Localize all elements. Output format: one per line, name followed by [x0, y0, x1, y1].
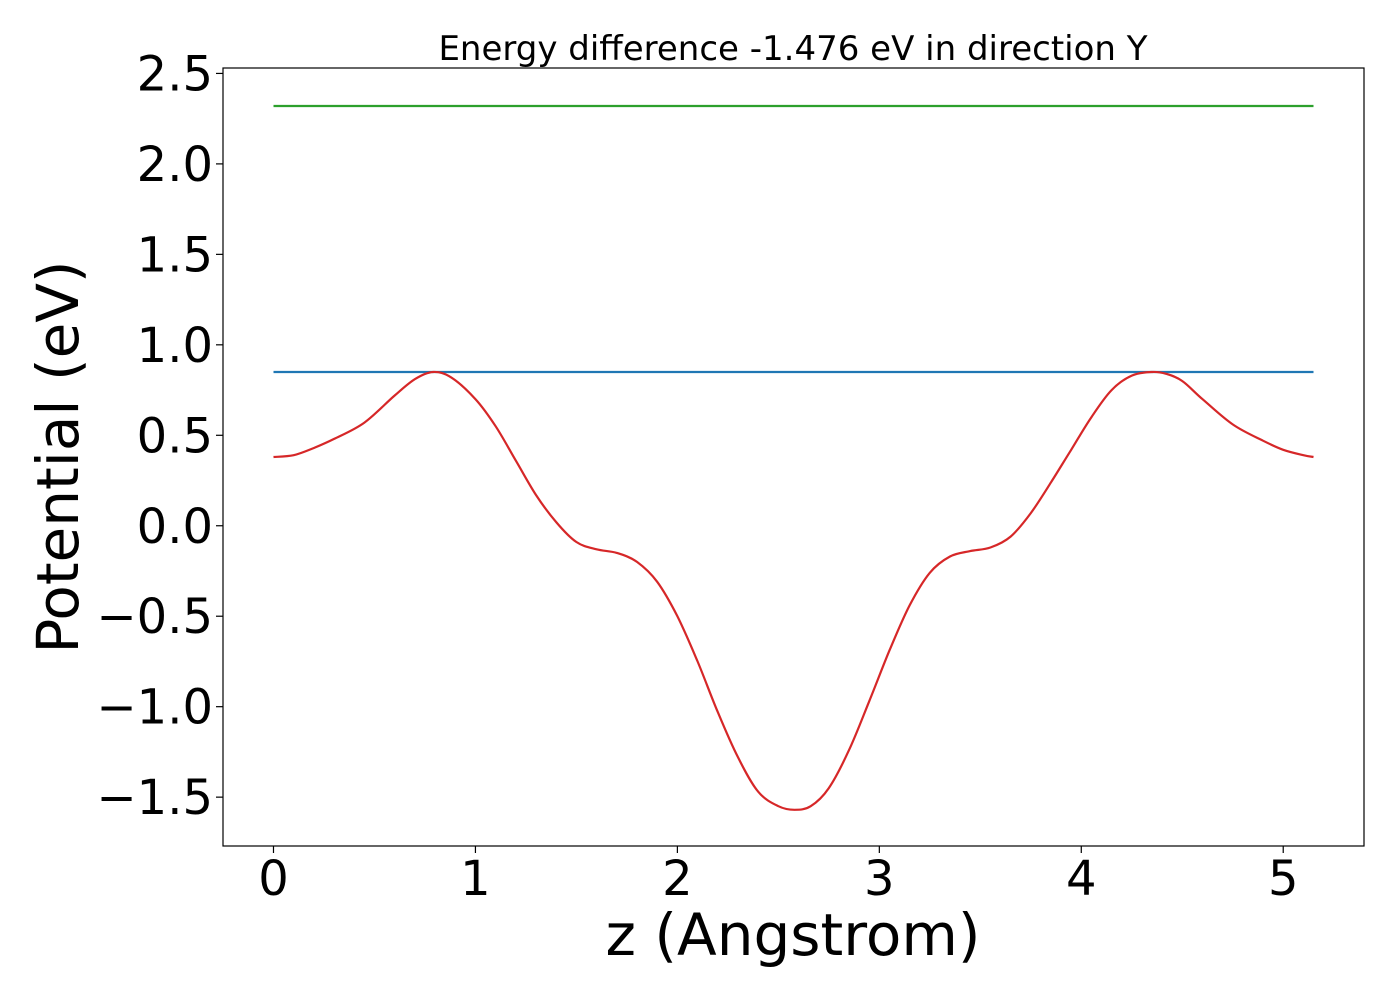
- plot-frame: [222, 67, 1365, 847]
- y-ticks: 2.5 2.0 1.5 1.0 0.5 0.0 −0.5 −1.0 −1.5: [96, 46, 223, 826]
- x-tick-label: 0: [258, 851, 289, 907]
- y-tick-label: 2.0: [137, 137, 213, 193]
- y-tick-label: 1.5: [137, 227, 213, 283]
- x-tick-label: 5: [1268, 851, 1299, 907]
- x-tick-label: 1: [460, 851, 491, 907]
- x-tick-label: 4: [1066, 851, 1097, 907]
- series-layer: [273, 104, 1314, 811]
- x-ticks: 0 1 2 3 4 5: [258, 846, 1298, 907]
- y-tick-label: −1.0: [96, 680, 213, 736]
- y-tick-label: 2.5: [137, 46, 213, 102]
- y-tick-label: 0.0: [137, 499, 213, 555]
- series-line-2: [273, 370, 1314, 811]
- y-tick-label: 0.5: [137, 408, 213, 464]
- chart-title: Energy difference -1.476 eV in direction…: [438, 29, 1147, 69]
- y-axis-label: Potential (eV): [24, 260, 92, 653]
- y-tick-label: −1.5: [96, 770, 213, 826]
- x-tick-label: 3: [864, 851, 895, 907]
- y-tick-label: 1.0: [137, 318, 213, 374]
- y-tick-label: −0.5: [96, 589, 213, 645]
- x-tick-label: 2: [662, 851, 693, 907]
- x-axis-label: z (Angstrom): [606, 901, 981, 969]
